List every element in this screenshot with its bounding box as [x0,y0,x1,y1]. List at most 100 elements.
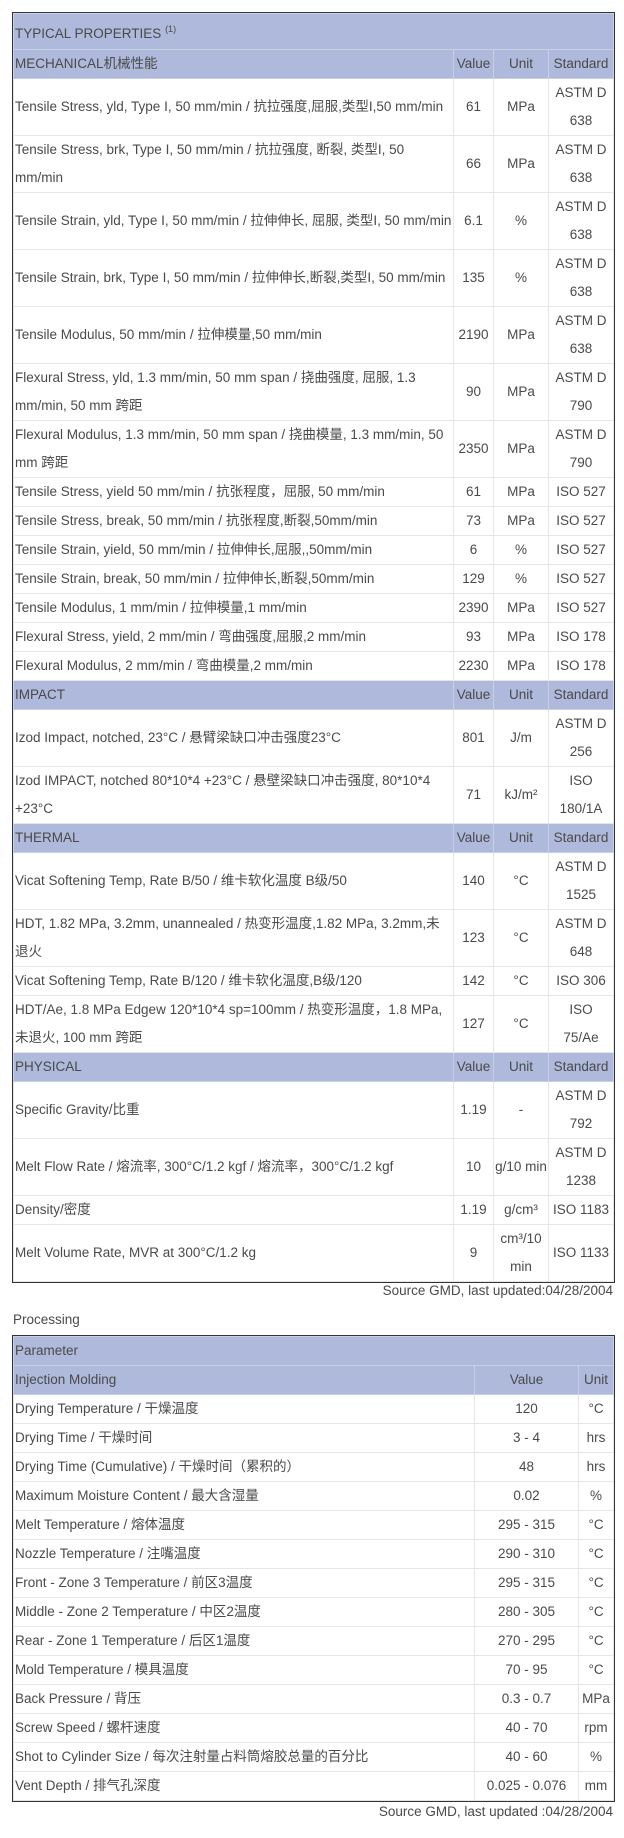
parameter-unit: % [577,1481,615,1511]
property-name: Tensile Strain, brk, Type I, 50 mm/min /… [13,249,454,307]
parameter-name: Rear - Zone 1 Temperature / 后区1温度 [13,1626,475,1656]
table-row: Shot to Cylinder Size / 每次注射量占料筒熔胶总量的百分比… [13,1742,615,1772]
column-header-unit: Unit [493,680,549,710]
property-standard: ISO 180/1A [548,766,614,824]
parameter-value: 40 - 60 [474,1742,579,1772]
processing-label: Processing [13,1312,80,1327]
property-unit: MPa [493,651,549,681]
table-row: Flexural Stress, yield, 2 mm/min / 弯曲强度,… [13,622,614,652]
table-row: Tensile Stress, yield 50 mm/min / 抗张程度，屈… [13,477,614,507]
section-name: MECHANICAL机械性能 [13,49,454,79]
property-value: 2390 [453,593,494,623]
column-header-value: Value [453,680,494,710]
property-value: 61 [453,78,494,136]
property-name: Vicat Softening Temp, Rate B/50 / 维卡软化温度… [13,852,454,910]
property-value: 9 [453,1224,494,1282]
table-row: Screw Speed / 螺杆速度 40 - 70 rpm [13,1713,615,1743]
property-name: Tensile Stress, yield 50 mm/min / 抗张程度，屈… [13,477,454,507]
parameter-unit: rpm [577,1713,615,1743]
table-row: Melt Volume Rate, MVR at 300°C/1.2 kg 9 cm… [13,1224,614,1282]
parameter-name: Vent Depth / 排气孔深度 [13,1771,475,1801]
parameter-unit: °C [577,1568,615,1598]
table-row: Tensile Strain, brk, Type I, 50 mm/min /… [13,249,614,307]
property-value: 135 [453,249,494,307]
property-unit: g/cm³ [493,1195,549,1225]
table-row: Density/密度 1.19 g/cm³ ISO 1183 [13,1195,614,1225]
property-standard: ISO 178 [548,651,614,681]
property-name: Flexural Modulus, 1.3 mm/min, 50 mm span… [13,420,454,478]
processing-title: Parameter [12,1336,615,1366]
table-row: Back Pressure / 背压 0.3 - 0.7 MPa [13,1684,615,1714]
parameter-unit: °C [577,1597,615,1627]
property-name: HDT, 1.82 MPa, 3.2mm, unannealed / 热变形温度… [13,909,454,967]
table-row: Tensile Modulus, 50 mm/min / 拉伸模量,50 mm/… [13,306,614,364]
property-unit: MPa [493,593,549,623]
property-unit: % [493,535,549,565]
property-unit: °C [493,995,549,1053]
property-name: Tensile Modulus, 50 mm/min / 拉伸模量,50 mm/… [13,306,454,364]
section-name: Injection Molding [13,1365,475,1395]
property-unit: MPa [493,306,549,364]
property-value: 127 [453,995,494,1053]
parameter-name: Drying Temperature / 干燥温度 [13,1394,475,1424]
table-row: Melt Flow Rate / 熔流率, 300°C/1.2 kgf / 熔流… [13,1138,614,1196]
table-row: Drying Time (Cumulative) / 干燥时间（累积的） 48 hr… [13,1452,615,1482]
parameter-value: 40 - 70 [474,1713,579,1743]
property-unit: °C [493,909,549,967]
parameter-value: 0.025 - 0.076 [474,1771,579,1801]
property-value: 6 [453,535,494,565]
parameter-name: Melt Temperature / 熔体温度 [13,1510,475,1540]
property-value: 66 [453,135,494,193]
parameter-value: 280 - 305 [474,1597,579,1627]
property-unit: J/m [493,709,549,767]
property-name: Tensile Stress, brk, Type I, 50 mm/min /… [13,135,454,193]
property-name: Specific Gravity/比重 [13,1081,454,1139]
property-standard: ASTM D 1238 [548,1138,614,1196]
section-name: IMPACT [13,680,454,710]
parameter-value: 3 - 4 [474,1423,579,1453]
property-standard: ISO 527 [548,564,614,594]
column-header-standard: Standard [548,1052,614,1082]
table-row: Rear - Zone 1 Temperature / 后区1温度 270 - 2… [13,1626,615,1656]
column-header-unit: Unit [577,1365,615,1395]
property-name: Izod Impact, notched, 23°C / 悬臂梁缺口冲击强度23… [13,709,454,767]
parameter-value: 0.3 - 0.7 [474,1684,579,1714]
property-name: Tensile Strain, yld, Type I, 50 mm/min /… [13,192,454,250]
column-header-standard: Standard [548,49,614,79]
parameter-name: Middle - Zone 2 Temperature / 中区2温度 [13,1597,475,1627]
column-header-value: Value [474,1365,579,1395]
processing-source-note: Source GMD, last updated :04/28/2004 [378,1804,613,1819]
property-standard: ASTM D 790 [548,420,614,478]
property-value: 90 [453,363,494,421]
processing-table: Parameter Injection Molding Value Unit D… [11,1335,616,1802]
property-standard: ASTM D 648 [548,909,614,967]
section-header-row: IMPACT Value Unit Standard [13,680,614,710]
column-header-unit: Unit [493,823,549,853]
table-row: Flexural Modulus, 1.3 mm/min, 50 mm span… [13,420,614,478]
table-row: Middle - Zone 2 Temperature / 中区2温度 280 -… [13,1597,615,1627]
property-name: Tensile Strain, break, 50 mm/min / 拉伸伸长,… [13,564,454,594]
property-unit: MPa [493,135,549,193]
parameter-unit: °C [577,1626,615,1656]
property-unit: MPa [493,420,549,478]
property-standard: ASTM D 792 [548,1081,614,1139]
property-unit: MPa [493,363,549,421]
property-value: 129 [453,564,494,594]
property-unit: MPa [493,477,549,507]
property-name: Izod IMPACT, notched 80*10*4 +23°C / 悬壁梁… [13,766,454,824]
parameter-name: Drying Time (Cumulative) / 干燥时间（累积的） [13,1452,475,1482]
property-value: 1.19 [453,1195,494,1225]
property-standard: ISO 1133 [548,1224,614,1282]
table-row: Tensile Modulus, 1 mm/min / 拉伸模量,1 mm/mi… [13,593,614,623]
processing-title-row: Parameter [12,1336,615,1366]
parameter-unit: °C [577,1394,615,1424]
property-name: Density/密度 [13,1195,454,1225]
property-standard: ISO 527 [548,535,614,565]
parameter-name: Mold Temperature / 模具温度 [13,1655,475,1685]
parameter-unit: °C [577,1510,615,1540]
parameter-unit: hrs [577,1452,615,1482]
property-standard: ISO 178 [548,622,614,652]
property-standard: ISO 1183 [548,1195,614,1225]
properties-source-note: Source GMD, last updated:04/28/2004 [382,1283,613,1298]
property-name: Melt Flow Rate / 熔流率, 300°C/1.2 kgf / 熔流… [13,1138,454,1196]
